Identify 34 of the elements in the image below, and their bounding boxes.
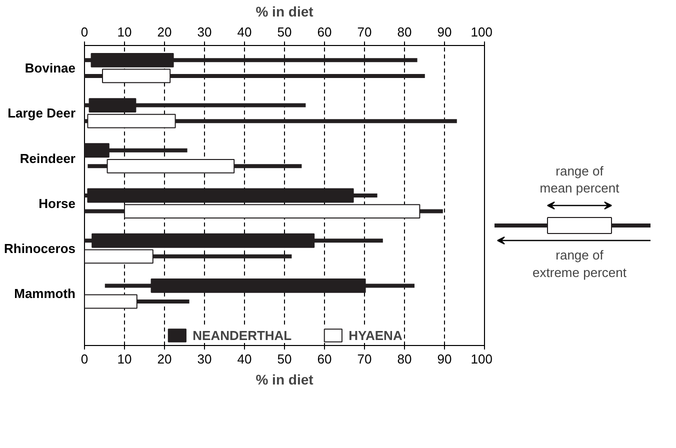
x-tick-label: 50 bbox=[277, 24, 292, 40]
x2-tick-label: 30 bbox=[197, 352, 212, 366]
x-tick-label: 100 bbox=[470, 24, 493, 40]
x2-tick-label: 20 bbox=[157, 352, 172, 366]
x-tick-label: 30 bbox=[197, 24, 212, 40]
legend-label: NEANDERTHAL bbox=[192, 328, 292, 342]
x2-tick-label: 50 bbox=[277, 352, 292, 366]
x-axis-title: % in diet bbox=[256, 372, 314, 388]
x-tick-label: 90 bbox=[437, 24, 452, 40]
x2-tick-label: 0 bbox=[80, 352, 88, 366]
x-tick-label: 0 bbox=[80, 24, 88, 40]
x2-tick-label: 70 bbox=[357, 352, 372, 366]
x-tick-label: 60 bbox=[317, 24, 332, 40]
x2-tick-label: 10 bbox=[117, 352, 132, 366]
y-tick-label: Large Deer bbox=[8, 106, 76, 121]
text: range of extreme percent bbox=[532, 248, 627, 280]
x2-tick-label: 60 bbox=[317, 352, 332, 366]
x-tick-label: 10 bbox=[117, 24, 132, 40]
x-tick-label: 80 bbox=[397, 24, 412, 40]
x-tick-label: 70 bbox=[357, 24, 372, 40]
x2-axis-title: % in diet bbox=[256, 4, 314, 20]
x2-tick-label: 80 bbox=[397, 352, 412, 366]
y-tick-label: Horse bbox=[38, 196, 76, 211]
y-tick-label: Reindeer bbox=[20, 150, 76, 166]
text: range of mean percent bbox=[540, 163, 620, 196]
x-tick-label: 40 bbox=[237, 24, 252, 40]
y-tick-label: Mammoth bbox=[14, 286, 76, 302]
y-tick-label: Bovinae bbox=[24, 60, 76, 76]
x2-tick-label: 100 bbox=[470, 352, 493, 366]
x2-tick-label: 90 bbox=[437, 352, 452, 366]
legend-label: HYAENA bbox=[348, 328, 402, 342]
y-tick-label: Rhinoceros bbox=[4, 241, 76, 256]
x2-tick-label: 40 bbox=[237, 352, 252, 366]
x-tick-label: 20 bbox=[157, 24, 172, 40]
